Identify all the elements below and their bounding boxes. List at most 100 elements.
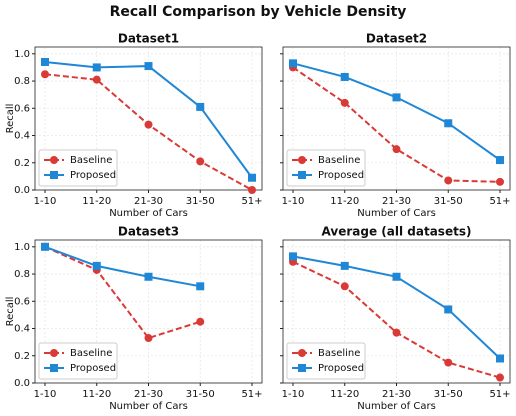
point xyxy=(144,62,153,71)
chart-title: Dataset3 xyxy=(118,225,179,239)
x-tick-label: 11-20 xyxy=(330,196,359,207)
y-tick-label: 0.6 xyxy=(14,103,30,114)
x-tick-label: 1-10 xyxy=(34,196,57,207)
y-tick-label: 0.4 xyxy=(14,324,30,335)
point xyxy=(392,328,401,337)
axes-frame xyxy=(34,46,263,191)
chart-title: Average (all datasets) xyxy=(322,225,472,239)
x-tick-label: 11-20 xyxy=(330,389,359,400)
point xyxy=(144,272,153,281)
x-tick-label: 21-30 xyxy=(134,389,163,400)
legend-label: Baseline xyxy=(318,155,360,166)
point xyxy=(144,120,153,129)
axes-frame xyxy=(282,239,511,384)
x-tick-label: 1-10 xyxy=(34,389,57,400)
x-tick-label: 31-50 xyxy=(434,389,463,400)
legend-marker xyxy=(50,156,58,164)
x-tick-label: 21-30 xyxy=(382,389,411,400)
x-axis-label: Number of Cars xyxy=(109,401,188,412)
legend-label: Proposed xyxy=(70,170,116,181)
legend-marker xyxy=(50,364,58,372)
legend-label: Baseline xyxy=(70,155,112,166)
y-tick-label: 1.0 xyxy=(14,242,30,253)
legend-marker xyxy=(298,156,306,164)
y-tick-label: 0.6 xyxy=(14,296,30,307)
point xyxy=(196,102,205,111)
x-tick-label: 1-10 xyxy=(282,196,305,207)
x-tick-label: 31-50 xyxy=(434,196,463,207)
x-tick-label: 11-20 xyxy=(82,389,111,400)
axes-frame xyxy=(34,239,263,384)
point xyxy=(196,317,205,326)
y-tick-label: 1.0 xyxy=(14,49,30,60)
point xyxy=(496,177,504,186)
point xyxy=(392,272,401,281)
point xyxy=(92,75,101,84)
point xyxy=(444,119,453,128)
point xyxy=(340,98,349,107)
point xyxy=(196,282,205,291)
point xyxy=(340,282,349,291)
legend-marker xyxy=(50,349,58,357)
x-axis-label: Number of Cars xyxy=(109,208,188,219)
legend-marker xyxy=(298,171,306,179)
point xyxy=(41,242,49,251)
x-tick-label: 51+ xyxy=(241,389,262,400)
y-axis-label: Recall xyxy=(5,297,16,327)
point xyxy=(340,261,349,270)
point xyxy=(144,334,153,343)
x-tick-label: 51+ xyxy=(489,389,510,400)
point xyxy=(41,70,49,79)
point xyxy=(496,156,504,165)
legend-label: Baseline xyxy=(318,348,360,359)
series-line xyxy=(44,245,201,340)
x-tick-label: 21-30 xyxy=(382,196,411,207)
point xyxy=(392,145,401,154)
point xyxy=(289,59,297,68)
point xyxy=(92,261,101,270)
x-axis-label: Number of Cars xyxy=(357,401,436,412)
point xyxy=(444,305,453,314)
point xyxy=(248,186,256,194)
series-line xyxy=(292,66,501,183)
x-tick-label: 31-50 xyxy=(186,389,215,400)
y-tick-label: 0.2 xyxy=(14,351,30,362)
point xyxy=(248,173,256,182)
chart-title: Dataset2 xyxy=(366,32,427,46)
point xyxy=(444,176,453,185)
legend-marker xyxy=(50,171,58,179)
y-tick-label: 0.8 xyxy=(14,269,30,280)
point xyxy=(340,72,349,81)
x-tick-label: 31-50 xyxy=(186,196,215,207)
y-tick-label: 0.0 xyxy=(14,378,30,389)
y-tick-label: 0.4 xyxy=(14,131,30,142)
point xyxy=(444,358,453,367)
y-tick-label: 0.0 xyxy=(14,185,30,196)
legend-marker xyxy=(298,364,306,372)
figure-title: Recall Comparison by Vehicle Density xyxy=(110,4,407,20)
series-line xyxy=(44,245,201,288)
point xyxy=(41,57,49,66)
y-tick-label: 0.8 xyxy=(14,76,30,87)
legend-label: Baseline xyxy=(70,348,112,359)
legend-label: Proposed xyxy=(70,363,116,374)
point xyxy=(196,157,205,166)
x-tick-label: 1-10 xyxy=(282,389,305,400)
x-axis-label: Number of Cars xyxy=(357,208,436,219)
x-tick-label: 51+ xyxy=(241,196,262,207)
point xyxy=(496,373,504,382)
chart-title: Dataset1 xyxy=(118,32,179,46)
legend-marker xyxy=(298,349,306,357)
legend-label: Proposed xyxy=(318,170,364,181)
legend-label: Proposed xyxy=(318,363,364,374)
point xyxy=(392,93,401,102)
x-tick-label: 51+ xyxy=(489,196,510,207)
y-tick-label: 0.2 xyxy=(14,158,30,169)
point xyxy=(92,63,101,72)
x-tick-label: 11-20 xyxy=(82,196,111,207)
point xyxy=(496,354,504,363)
point xyxy=(289,252,297,261)
y-axis-label: Recall xyxy=(5,104,16,134)
x-tick-label: 21-30 xyxy=(134,196,163,207)
